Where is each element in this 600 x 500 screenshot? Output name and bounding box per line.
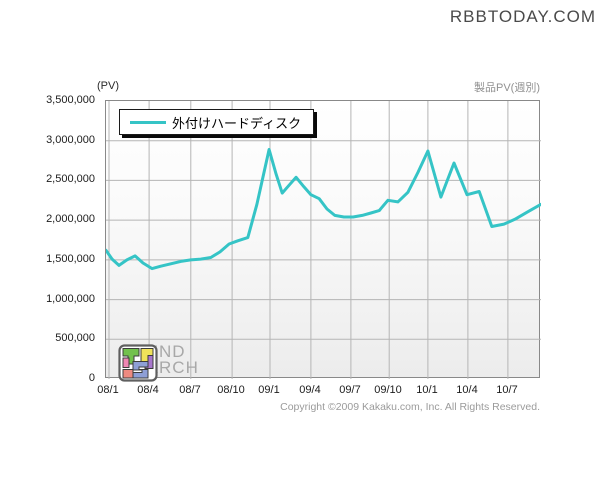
y-tick-label: 1,000,000	[46, 293, 95, 305]
x-tick-label: 10/1	[416, 384, 438, 396]
x-tick-label: 09/1	[258, 384, 280, 396]
y-tick-label: 0	[88, 372, 95, 384]
x-tick-label: 09/4	[299, 384, 321, 396]
trendsearch-logo-icon	[118, 344, 158, 382]
x-tick-label: 10/4	[456, 384, 478, 396]
chart-subtitle: 製品PV(週別)	[474, 82, 540, 94]
site-logo[interactable]: RBBTODAY.COM	[449, 7, 596, 26]
y-tick-label: 1,500,000	[46, 253, 95, 265]
x-tick-label: 08/1	[97, 384, 119, 396]
x-tick-label: 08/7	[179, 384, 201, 396]
chart-canvas	[106, 101, 541, 379]
copyright-text: Copyright ©2009 Kakaku.com, Inc. All Rig…	[280, 401, 540, 413]
x-tick-label: 09/7	[339, 384, 361, 396]
y-tick-label: 2,500,000	[46, 173, 95, 185]
x-tick-label: 08/4	[137, 384, 159, 396]
legend-box: 外付けハードディスク	[119, 109, 315, 135]
x-axis-labels: 08/1 08/4 08/7 08/10 09/1 09/4 09/7 09/10 10/1 10…	[97, 384, 540, 400]
legend-label: 外付けハードディスク	[172, 115, 302, 131]
plot-area: TREND SEARCH 外付けハードディスク	[105, 100, 541, 382]
y-axis-unit-label: (PV)	[97, 80, 119, 92]
x-tick-label: 09/10	[374, 384, 402, 396]
x-tick-label: 10/7	[496, 384, 518, 396]
y-tick-label: 3,000,000	[46, 134, 95, 146]
y-tick-label: 2,000,000	[46, 213, 95, 225]
y-tick-label: 3,500,000	[46, 94, 95, 106]
watermark: TREND SEARCH	[118, 343, 199, 382]
y-axis-labels: 0 500,000 1,000,000 1,500,000 2,000,000 2,500…	[0, 94, 99, 384]
trend-line	[106, 148, 541, 271]
y-tick-label: 500,000	[55, 332, 95, 344]
legend-line-swatch	[130, 120, 166, 124]
x-tick-label: 08/10	[217, 384, 245, 396]
